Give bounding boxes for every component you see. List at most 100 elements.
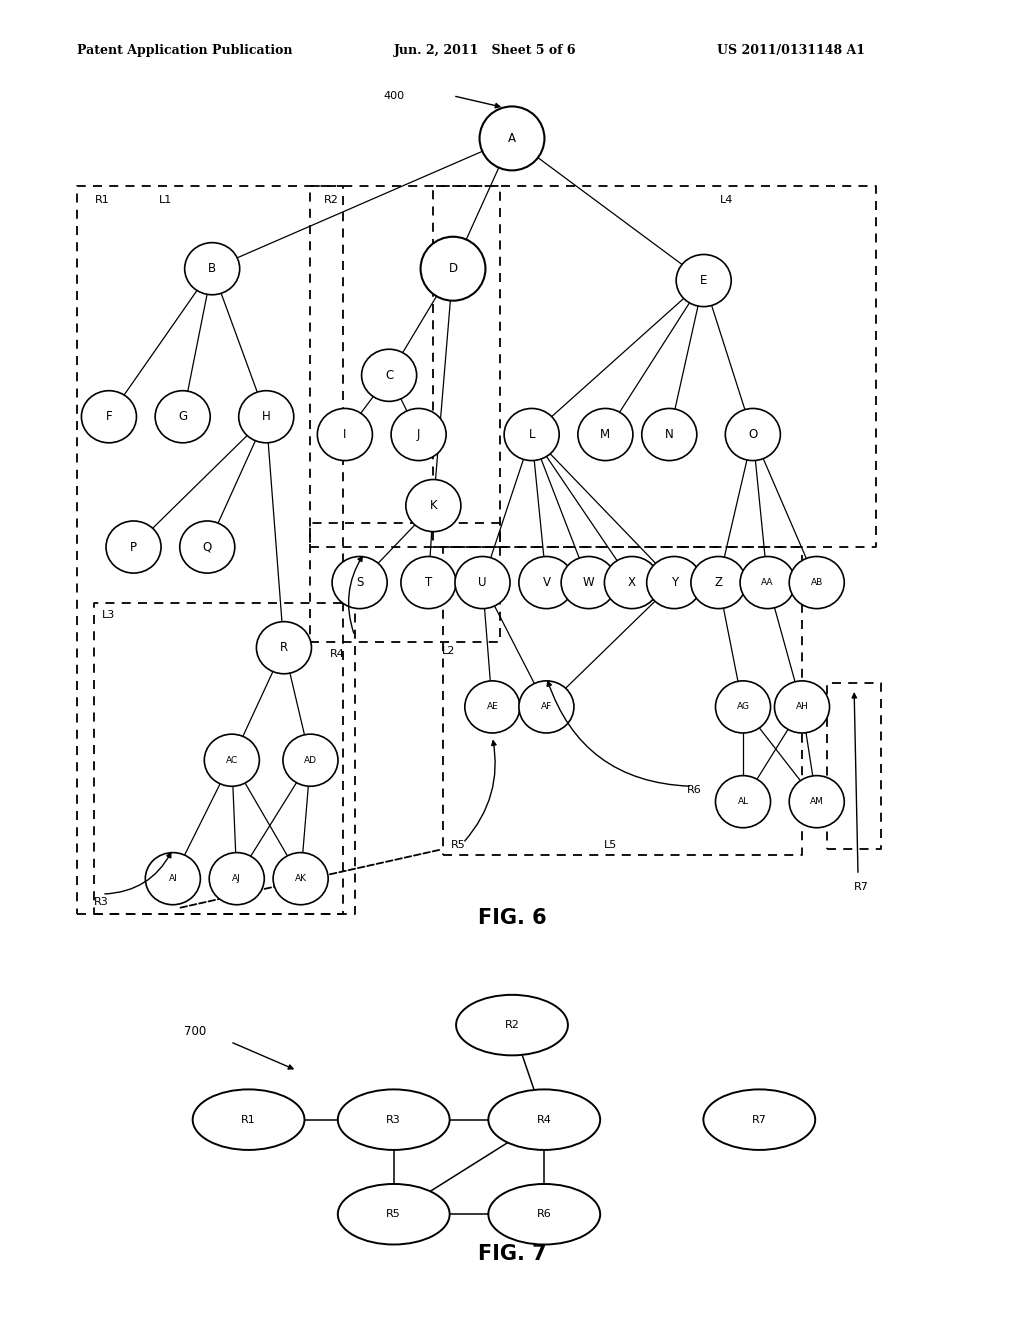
Text: M: M [600,428,610,441]
Text: J: J [417,428,420,441]
Text: US 2011/0131148 A1: US 2011/0131148 A1 [717,44,865,57]
Ellipse shape [504,408,559,461]
Ellipse shape [145,853,201,904]
Text: N: N [665,428,674,441]
Ellipse shape [401,557,456,609]
Ellipse shape [716,681,770,733]
Text: R1: R1 [94,195,110,205]
Ellipse shape [740,557,795,609]
Text: AK: AK [295,874,306,883]
Text: AM: AM [810,797,823,807]
Ellipse shape [703,1089,815,1150]
Text: H: H [262,411,270,424]
Text: F: F [105,411,113,424]
Ellipse shape [604,557,659,609]
Text: FIG. 6: FIG. 6 [477,908,547,928]
Ellipse shape [488,1184,600,1245]
Text: Y: Y [671,576,678,589]
Ellipse shape [406,479,461,532]
Ellipse shape [184,243,240,294]
Ellipse shape [156,391,210,442]
Ellipse shape [647,557,701,609]
Text: R5: R5 [386,1209,401,1220]
Text: U: U [478,576,486,589]
Text: W: W [583,576,595,589]
Ellipse shape [338,1089,450,1150]
Text: T: T [425,576,432,589]
Ellipse shape [106,521,161,573]
Text: R2: R2 [505,1020,519,1030]
Text: R6: R6 [686,785,701,795]
Ellipse shape [561,557,616,609]
Text: G: G [178,411,187,424]
Text: AE: AE [486,702,499,711]
Text: Patent Application Publication: Patent Application Publication [77,44,292,57]
Ellipse shape [332,557,387,609]
Ellipse shape [391,408,446,461]
Ellipse shape [421,236,485,301]
Text: AB: AB [811,578,823,587]
Ellipse shape [519,557,573,609]
Text: Jun. 2, 2011   Sheet 5 of 6: Jun. 2, 2011 Sheet 5 of 6 [394,44,577,57]
Ellipse shape [774,681,829,733]
Ellipse shape [691,557,745,609]
Ellipse shape [642,408,696,461]
Text: AD: AD [304,756,317,764]
Text: A: A [508,132,516,145]
Text: L2: L2 [441,647,455,656]
Ellipse shape [519,681,573,733]
Ellipse shape [456,995,568,1056]
Ellipse shape [239,391,294,442]
Text: L3: L3 [102,610,116,619]
Text: AH: AH [796,702,808,711]
Ellipse shape [488,1089,600,1150]
Text: R7: R7 [854,882,868,892]
Text: AI: AI [169,874,177,883]
Text: AL: AL [737,797,749,807]
Text: L4: L4 [720,195,733,205]
Text: AJ: AJ [232,874,241,883]
Ellipse shape [82,391,136,442]
Text: AC: AC [225,756,238,764]
Text: D: D [449,263,458,275]
Text: R7: R7 [752,1114,767,1125]
Text: R2: R2 [324,195,339,205]
Text: AA: AA [761,578,774,587]
Ellipse shape [790,557,844,609]
Text: B: B [208,263,216,275]
Ellipse shape [465,681,520,733]
Ellipse shape [193,1089,304,1150]
Text: AG: AG [736,702,750,711]
Text: Q: Q [203,540,212,553]
Text: L1: L1 [160,195,173,205]
Ellipse shape [479,107,545,170]
Ellipse shape [317,408,373,461]
Ellipse shape [273,853,328,904]
Ellipse shape [180,521,234,573]
Ellipse shape [283,734,338,787]
Ellipse shape [209,853,264,904]
Text: R3: R3 [94,898,109,907]
Text: P: P [130,540,137,553]
Ellipse shape [455,557,510,609]
Text: R4: R4 [330,648,344,659]
Ellipse shape [338,1184,450,1245]
Text: R4: R4 [537,1114,552,1125]
Ellipse shape [676,255,731,306]
Text: R6: R6 [537,1209,552,1220]
Text: 400: 400 [383,91,404,100]
Text: FIG. 7: FIG. 7 [477,1245,547,1265]
Text: O: O [749,428,758,441]
Ellipse shape [716,776,770,828]
Text: S: S [356,576,364,589]
Text: R: R [280,642,288,655]
Text: L5: L5 [604,841,616,850]
Ellipse shape [578,408,633,461]
Text: E: E [700,275,708,286]
Ellipse shape [205,734,259,787]
Text: R1: R1 [242,1114,256,1125]
Text: X: X [628,576,636,589]
Text: I: I [343,428,346,441]
Ellipse shape [725,408,780,461]
Text: R5: R5 [451,841,465,850]
